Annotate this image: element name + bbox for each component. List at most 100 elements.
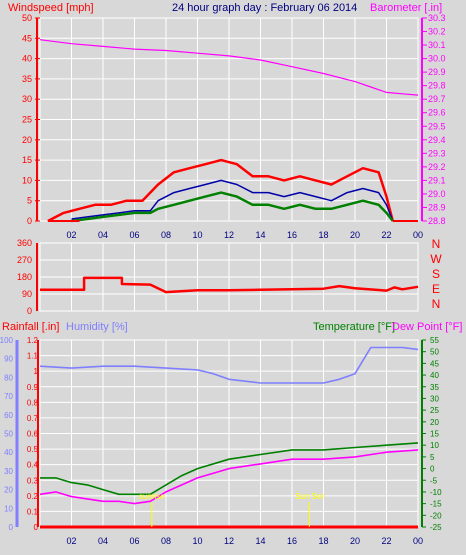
temp-x-tick-label: 18	[318, 536, 328, 546]
direction-tick-label: 90	[22, 289, 32, 299]
temp-x-tick-label: 22	[381, 536, 391, 546]
barometer-tick-label: 29.5	[428, 121, 446, 131]
wind-x-tick-label: 14	[255, 230, 265, 240]
barometer-tick-label: 28.9	[428, 202, 446, 212]
barometer-tick-label: 29.6	[428, 108, 446, 118]
temp-x-tick-label: 14	[255, 536, 265, 546]
barometer-tick-label: 30.0	[428, 54, 446, 64]
temp-x-tick-label: 16	[287, 536, 297, 546]
humidity-tick-label: 60	[4, 411, 13, 420]
windspeed-tick-label: 20	[22, 135, 32, 145]
temperature-axis-label: Temperature [°F]	[313, 321, 395, 333]
wind-x-tick-label: 10	[192, 230, 202, 240]
temperature-tick-label: -15	[430, 500, 442, 509]
temperature-tick-label: 25	[430, 406, 439, 415]
humidity-tick-label: 90	[4, 355, 13, 364]
windspeed-tick-label: 5	[27, 196, 32, 206]
wind-x-tick-label: 16	[287, 230, 297, 240]
rainfall-tick-label: 0.6	[27, 430, 39, 439]
barometer-tick-label: 29.2	[428, 162, 446, 172]
barometer-series	[39, 39, 419, 96]
barometer-tick-label: 30.3	[428, 13, 446, 23]
rainfall-tick-label: 0.5	[27, 445, 39, 454]
humidity-tick-label: 10	[4, 504, 13, 513]
rainfall-tick-label: 0.1	[27, 507, 39, 516]
temperature-tick-label: 50	[430, 348, 439, 357]
temp-x-tick-label: 04	[98, 536, 108, 546]
temperature-tick-label: 35	[430, 383, 439, 392]
rainfall-tick-label: 1.1	[27, 352, 39, 361]
wind-x-tick-label: 22	[381, 230, 391, 240]
temperature-tick-label: -10	[430, 488, 442, 497]
windspeed-tick-label: 10	[22, 175, 32, 185]
temp-x-tick-label: 00	[413, 536, 423, 546]
rainfall-tick-label: 0.3	[27, 476, 39, 485]
wind-x-tick-label: 08	[161, 230, 171, 240]
windspeed-axis-label: Windspeed [mph]	[8, 2, 94, 14]
dewpoint-series	[39, 449, 419, 505]
rainfall-tick-label: 0.4	[27, 461, 39, 470]
direction-tick-label: 360	[17, 238, 32, 248]
humidity-tick-label: 40	[4, 448, 13, 457]
compass-label: S	[432, 267, 440, 281]
temperature-tick-label: -25	[430, 523, 442, 532]
temperature-tick-label: -20	[430, 511, 442, 520]
humidity-tick-label: 30	[4, 467, 13, 476]
direction-series	[40, 276, 419, 294]
temp-x-tick-label: 10	[192, 536, 202, 546]
barometer-axis-label: Barometer [.in]	[370, 2, 442, 14]
temp-x-tick-label: 08	[161, 536, 171, 546]
temperature-tick-label: 0	[430, 465, 435, 474]
temp-x-tick-label: 20	[350, 536, 360, 546]
humidity-tick-label: 0	[9, 523, 14, 532]
rainfall-axis-label: Rainfall [.in]	[2, 321, 59, 333]
humidity-series	[39, 346, 419, 384]
barometer-tick-label: 29.7	[428, 94, 446, 104]
wind-x-tick-label: 04	[98, 230, 108, 240]
barometer-tick-label: 30.2	[428, 27, 446, 37]
avg_wind-series	[71, 179, 394, 222]
windspeed-tick-label: 25	[22, 115, 32, 125]
temperature-humidity-panel: 0 0.1 0.2 0.3 0.4 0.5 0.6 0.7 0.8 0.9 1 1.1 1.2 0 10 20…	[0, 336, 442, 546]
temp-x-tick-label: 06	[129, 536, 139, 546]
windspeed-tick-label: 30	[22, 94, 32, 104]
rainfall-tick-label: 0.9	[27, 383, 39, 392]
direction-tick-label: 180	[17, 272, 32, 282]
windspeed-tick-label: 40	[22, 54, 32, 64]
temperature-tick-label: 40	[430, 371, 439, 380]
barometer-tick-label: 29.1	[428, 175, 446, 185]
sunrise-marker-label: sunrise	[139, 492, 165, 501]
humidity-tick-label: 50	[4, 430, 13, 439]
barometer-tick-label: 29.8	[428, 81, 446, 91]
compass-label: N	[432, 237, 441, 251]
temperature-tick-label: 55	[430, 336, 439, 345]
temperature-tick-label: 45	[430, 359, 439, 368]
rainfall-tick-label: 0	[34, 523, 39, 532]
temperature-tick-label: 10	[430, 441, 439, 450]
temperature-series	[40, 442, 419, 496]
rainfall-tick-label: 0.7	[27, 414, 39, 423]
barometer-tick-label: 28.8	[428, 216, 446, 226]
compass-label: E	[432, 282, 440, 296]
humidity-tick-label: 20	[4, 486, 13, 495]
sun-set-marker-label: Sun Set	[295, 492, 324, 501]
humidity-tick-label: 70	[4, 392, 13, 401]
barometer-tick-label: 29.9	[428, 67, 446, 77]
wind-x-tick-label: 12	[224, 230, 234, 240]
temp-x-tick-label: 02	[66, 536, 76, 546]
humidity-axis-label: Humidity [%]	[66, 321, 128, 333]
wind-x-tick-label: 06	[129, 230, 139, 240]
wind-x-tick-label: 02	[66, 230, 76, 240]
windspeed-tick-label: 0	[27, 216, 32, 226]
temperature-tick-label: 5	[430, 453, 435, 462]
barometer-tick-label: 29.4	[428, 135, 446, 145]
rainfall-tick-label: 1	[34, 367, 39, 376]
dewpoint-axis-label: Dew Point [°F]	[392, 321, 462, 333]
barometer-tick-label: 29.0	[428, 189, 446, 199]
temperature-tick-label: 30	[430, 394, 439, 403]
chart-title: 24 hour graph day : February 06 2014	[172, 2, 357, 14]
compass-label: N	[432, 297, 441, 311]
wind_low-series	[71, 191, 394, 223]
windspeed-tick-label: 35	[22, 74, 32, 84]
